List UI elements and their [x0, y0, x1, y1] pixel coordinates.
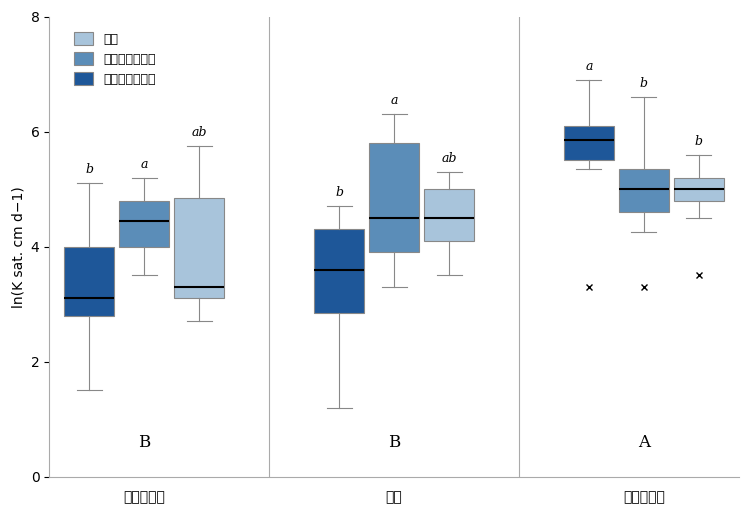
Text: a: a — [585, 60, 592, 73]
Legend: 頂上, バックスロープ, フットスロープ: 頂上, バックスロープ, フットスロープ — [69, 27, 160, 91]
Text: a: a — [390, 94, 398, 108]
PathPatch shape — [119, 201, 170, 247]
Text: ab: ab — [441, 152, 457, 165]
PathPatch shape — [174, 198, 224, 298]
PathPatch shape — [564, 126, 614, 160]
PathPatch shape — [369, 143, 419, 252]
Text: A: A — [638, 434, 650, 451]
Text: b: b — [695, 135, 703, 148]
Text: b: b — [335, 186, 343, 199]
PathPatch shape — [674, 178, 724, 201]
Text: a: a — [140, 158, 148, 171]
Text: B: B — [388, 434, 400, 451]
PathPatch shape — [314, 229, 364, 313]
Text: ab: ab — [191, 126, 207, 139]
PathPatch shape — [424, 189, 474, 241]
Text: b: b — [640, 77, 648, 90]
PathPatch shape — [619, 169, 669, 212]
Y-axis label: ln(K sat. cm d−1): ln(K sat. cm d−1) — [11, 186, 25, 307]
Text: b: b — [86, 163, 93, 177]
PathPatch shape — [64, 247, 114, 316]
Text: B: B — [138, 434, 150, 451]
